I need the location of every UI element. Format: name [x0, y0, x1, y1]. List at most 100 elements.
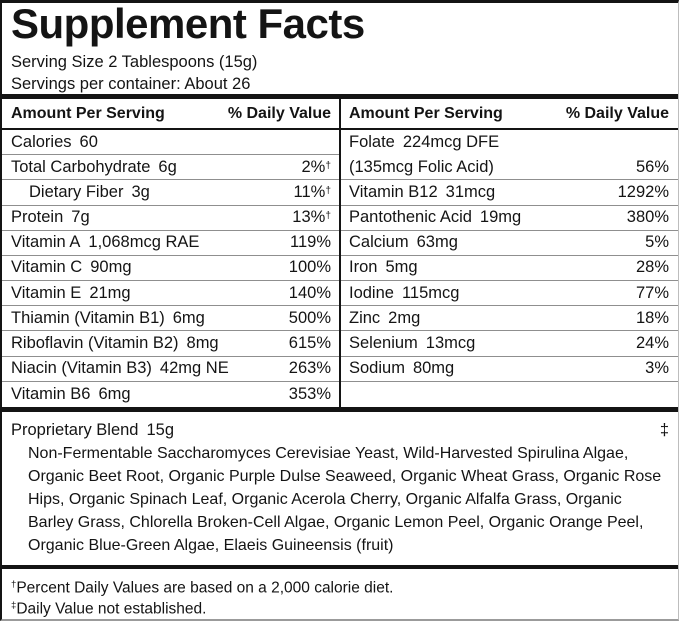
daily-value: 263% [288, 359, 331, 378]
nutrient-amount: 31mcg [445, 182, 496, 201]
nutrient-name: Zinc [349, 308, 381, 327]
nutrient-cell: Sodium 80mg [349, 359, 454, 378]
nutrient-amount: 90mg [90, 258, 132, 277]
left-column-header: Amount Per Serving % Daily Value [2, 99, 341, 128]
nutrient-name: Vitamin E [11, 283, 82, 302]
daily-value: 56% [635, 157, 669, 176]
daily-value: 500% [288, 308, 331, 327]
right-column-header: Amount Per Serving % Daily Value [341, 99, 678, 128]
nutrient-name: Iodine [349, 283, 394, 302]
daily-value: 353% [288, 384, 331, 403]
nutrient-cell: Iron 5mg [349, 258, 418, 277]
daily-value: 5% [645, 233, 669, 252]
nutrient-cell: Vitamin C 90mg [11, 258, 132, 277]
blend-ingredients: Non-Fermentable Saccharomyces Cerevisiae… [28, 445, 662, 554]
nutrient-amount: 6mg [98, 384, 131, 403]
amount-per-serving-header: Amount Per Serving [11, 104, 165, 122]
nutrient-name: Total Carbohydrate [11, 157, 151, 176]
daily-value: 11% [293, 182, 326, 201]
table-row: Total Carbohydrate 6g 2%† [2, 155, 339, 181]
nutrient-name: Folate [349, 132, 395, 151]
amount-per-serving-header: Amount Per Serving [349, 104, 503, 122]
nutrient-cell: Vitamin E 21mg [11, 284, 131, 303]
nutrient-name: Pantothenic Acid [349, 208, 472, 227]
table-row: Niacin (Vitamin B3) 42mg NE 263% [2, 357, 339, 382]
thick-divider-top [2, 94, 678, 99]
nutrient-name: Niacin (Vitamin B3) [11, 359, 152, 378]
nutrient-cell: Vitamin B12 31mcg [349, 183, 495, 202]
daily-value-cell: 77% [636, 284, 669, 303]
daily-value: 2% [301, 157, 326, 176]
daily-value-cell: 2%† [301, 158, 331, 177]
table-row: Iron 5mg 28% [341, 256, 678, 282]
daily-value: 18% [635, 308, 669, 327]
nutrient-name: Vitamin B6 [11, 384, 91, 403]
blend-name: Proprietary Blend [11, 421, 139, 439]
nutrient-amount: 7g [71, 208, 90, 227]
proprietary-blend-row: Proprietary Blend 15g ‡ [11, 419, 669, 442]
dagger-mark: † [325, 210, 331, 222]
daily-value: 119% [290, 233, 331, 252]
nutrient-cell: Folate 224mcg DFE [349, 133, 499, 152]
daily-value-cell: 140% [289, 284, 331, 303]
nutrient-amount: 5mg [385, 258, 418, 277]
nutrient-amount: 19mg [479, 208, 522, 227]
nutrient-name: Vitamin B12 [349, 182, 438, 201]
daily-value: 100% [288, 258, 331, 277]
daily-value-cell: 500% [289, 309, 331, 328]
nutrient-cell: Protein 7g [11, 208, 90, 227]
daily-value-cell: 263% [289, 359, 331, 378]
nutrient-name: Calories [11, 132, 72, 151]
nutrient-amount: 63mg [416, 233, 458, 252]
servings-per-container-text: Servings per container: About 26 [11, 75, 251, 93]
nutrient-name-continued: (135mcg Folic Acid) [349, 157, 494, 176]
nutrient-amount: 21mg [89, 283, 131, 302]
nutrient-cell: Zinc 2mg [349, 309, 420, 328]
nutrient-amount: 224mcg DFE [402, 132, 500, 151]
nutrient-name: Riboflavin (Vitamin B2) [11, 333, 179, 352]
nutrient-amount: 60 [79, 132, 98, 151]
nutrient-cell: Pantothenic Acid 19mg [349, 208, 521, 227]
proprietary-blend-section: Proprietary Blend 15g ‡ Non-Fermentable S… [2, 412, 678, 565]
nutrient-amount: 6g [158, 157, 177, 176]
nutrient-cell: Total Carbohydrate 6g [11, 158, 177, 177]
thick-divider-middle [2, 407, 678, 412]
daily-value-cell: 5% [645, 233, 669, 252]
table-row: Vitamin B12 31mcg 1292% [341, 180, 678, 206]
nutrient-amount: 115mcg [401, 283, 460, 302]
serving-size-text: Serving Size 2 Tablespoons (15g) [11, 53, 258, 71]
daily-value: 1292% [617, 182, 669, 201]
daily-value: 28% [635, 258, 669, 277]
table-row: Iodine 115mcg 77% [341, 281, 678, 307]
nutrient-amount: 6mg [172, 308, 205, 327]
table-row: Sodium 80mg 3% [341, 357, 678, 382]
daily-value-cell: 353% [289, 385, 331, 404]
daily-value: 615% [288, 333, 331, 352]
nutrient-amount: 1,068mcg RAE [88, 233, 200, 252]
nutrient-cell: Dietary Fiber 3g [29, 183, 150, 202]
table-row: Vitamin A 1,068mcg RAE 119% [2, 231, 339, 256]
nutrient-cell: Niacin (Vitamin B3) 42mg NE [11, 359, 229, 378]
table-row: Protein 7g 13%† [2, 206, 339, 231]
nutrient-line-2: (135mcg Folic Acid) 56% [341, 155, 678, 180]
daily-value: 140% [288, 283, 331, 302]
daily-value-cell: 3% [645, 359, 669, 378]
nutrient-cell: Calories 60 [11, 133, 98, 152]
daily-value-cell: 100% [289, 258, 331, 277]
nutrient-amount: 80mg [412, 359, 455, 378]
nutrient-name: Protein [11, 208, 64, 227]
daily-value-cell: 13%† [292, 208, 331, 227]
footnote-text: Daily Value not established. [16, 600, 207, 618]
nutrient-name: Vitamin A [11, 233, 81, 252]
page-title: Supplement Facts [11, 0, 365, 47]
label-header: Supplement Facts Serving Size 2 Tablespo… [2, 3, 678, 94]
nutrient-cell: Thiamin (Vitamin B1) 6mg [11, 309, 205, 328]
footnote-dv-not-established: ‡Daily Value not established. [11, 597, 669, 618]
blend-dv-mark: ‡ [659, 421, 669, 439]
nutrient-name: Iron [349, 258, 378, 277]
dagger-mark: † [325, 185, 331, 197]
table-row: Vitamin C 90mg 100% [2, 256, 339, 282]
nutrient-amount: 2mg [388, 308, 421, 327]
daily-value-cell: 24% [636, 334, 669, 353]
